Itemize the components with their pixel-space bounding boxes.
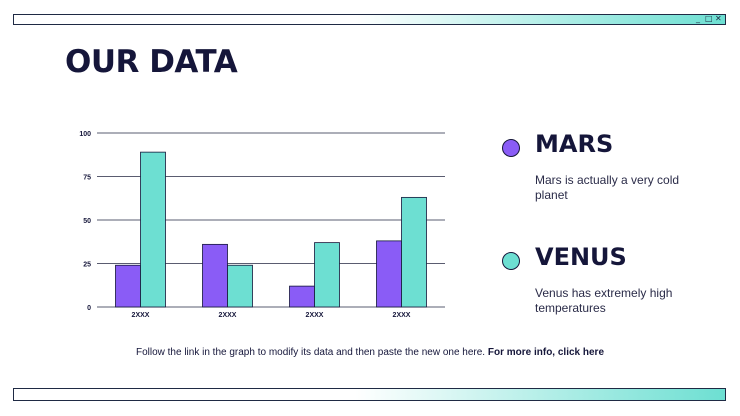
bar-chart: 0 25 50 75 100 2XXX 2XXX 2XXX 2XXX bbox=[79, 131, 445, 319]
venus-legend-dot bbox=[502, 252, 520, 270]
y-tick-label: 25 bbox=[83, 262, 91, 269]
x-tick-label: 2XXX bbox=[132, 312, 150, 319]
y-tick-label: 100 bbox=[79, 131, 91, 138]
legend-title-venus: VENUS bbox=[535, 243, 627, 271]
legend-title-mars: MARS bbox=[535, 130, 614, 158]
minimize-icon[interactable]: _ bbox=[696, 14, 700, 23]
mars-legend-dot bbox=[502, 139, 520, 157]
more-info-link[interactable]: For more info, click here bbox=[487, 347, 605, 358]
bar-mars bbox=[289, 285, 315, 308]
bar-mars bbox=[115, 264, 141, 308]
x-tick-label: 2XXX bbox=[306, 312, 324, 319]
window-controls: _ □ ✕ bbox=[695, 13, 722, 24]
y-tick-label: 75 bbox=[83, 175, 91, 182]
x-tick-label: 2XXX bbox=[393, 312, 411, 319]
maximize-icon[interactable]: □ bbox=[705, 14, 713, 23]
close-icon[interactable]: ✕ bbox=[715, 14, 722, 23]
bar-venus bbox=[401, 196, 427, 308]
bar-mars bbox=[202, 243, 228, 308]
y-tick-label: 0 bbox=[87, 305, 91, 312]
bar-mars bbox=[376, 240, 402, 308]
bottom-window-bar bbox=[13, 388, 726, 401]
footer-note: Follow the link in the graph to modify i… bbox=[0, 347, 740, 358]
footer-text: Follow the link in the graph to modify i… bbox=[135, 347, 488, 358]
bar-venus bbox=[140, 151, 166, 308]
legend-description-venus: Venus has extremely high temperatures bbox=[535, 286, 673, 315]
bar-venus bbox=[314, 242, 340, 308]
x-tick-label: 2XXX bbox=[219, 312, 237, 319]
page-title: OUR DATA bbox=[65, 44, 238, 80]
top-window-bar: _ □ ✕ bbox=[13, 14, 726, 25]
legend-description-mars: Mars is actually a very cold planet bbox=[535, 173, 680, 202]
bar-venus bbox=[227, 264, 253, 308]
y-tick-label: 50 bbox=[83, 218, 91, 225]
